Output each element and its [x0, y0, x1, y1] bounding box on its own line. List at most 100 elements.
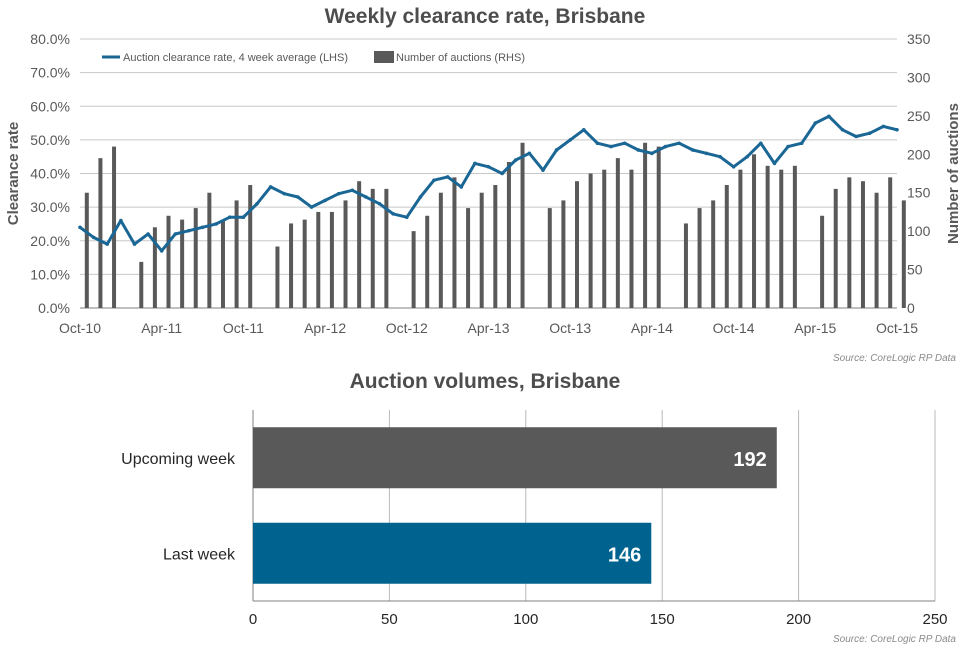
y-left-tick-label: 50.0% — [30, 132, 70, 148]
clearance-rate-point — [296, 195, 300, 199]
x-tick-label: Apr-12 — [304, 320, 346, 336]
auction-count-bar — [466, 208, 471, 308]
value-label: 146 — [608, 544, 641, 566]
auction-count-bar — [833, 188, 838, 308]
x-tick-label: Apr-11 — [141, 320, 182, 336]
auction-count-bar — [656, 146, 661, 308]
x-tick-label: Oct-13 — [549, 320, 591, 336]
clearance-rate-point — [595, 141, 600, 146]
x-tick-label: Apr-13 — [467, 320, 509, 336]
auction-count-bar — [479, 192, 484, 308]
x-tick-label: Apr-15 — [794, 320, 836, 336]
clearance-rate-point — [241, 215, 246, 220]
clearance-rate-point — [636, 148, 641, 152]
auction-count-bar — [248, 185, 253, 308]
source-note-clearance: Source: CoreLogic RP Data — [832, 353, 956, 364]
auction-count-bar — [506, 161, 511, 308]
auction-count-bar — [425, 215, 430, 308]
volume-bar — [253, 522, 652, 584]
auction-count-bar — [615, 158, 620, 308]
clearance-rate-point — [854, 134, 858, 139]
auction-count-bar — [438, 192, 443, 308]
x-tick-label: Oct-15 — [876, 320, 918, 336]
clearance-rate-point — [568, 138, 572, 142]
auction-count-bar — [602, 169, 607, 308]
x-tick-label: 50 — [381, 611, 398, 628]
chart-title-volumes: Auction volumes, Brisbane — [349, 370, 621, 393]
x-tick-label: Apr-14 — [631, 320, 673, 336]
clearance-rate-point — [78, 225, 82, 230]
y-right-tick-label: 0 — [907, 300, 915, 316]
clearance-rate-point — [159, 249, 164, 253]
clearance-rate-point — [663, 144, 668, 149]
y-right-tick-label: 250 — [907, 108, 931, 124]
clearance-rate-line — [79, 114, 898, 253]
clearance-rate-point — [867, 131, 872, 135]
x-tick-label: Oct-11 — [223, 320, 264, 336]
clearance-rate-point — [582, 127, 586, 132]
auction-count-bar — [561, 200, 566, 308]
clearance-rate-point — [268, 185, 273, 189]
clearance-rate-point — [364, 195, 368, 199]
clearance-rate-point — [391, 212, 395, 216]
legend-label-clearance: Auction clearance rate, 4 week average (… — [123, 52, 348, 64]
clearance-rate-point — [895, 127, 899, 132]
auction-count-bar — [357, 181, 362, 308]
auction-count-bar — [779, 169, 784, 308]
auction-count-bar — [343, 200, 348, 308]
auction-count-bar — [847, 177, 852, 308]
auction-count-bar — [220, 219, 225, 308]
y-right-tick-label: 200 — [907, 146, 931, 162]
x-tick-label: 150 — [650, 611, 675, 628]
auction-count-bar — [370, 188, 375, 308]
clearance-rate-point — [187, 228, 191, 233]
x-tick-label: 200 — [786, 611, 811, 628]
volume-bar — [253, 427, 777, 489]
auction-count-bar — [193, 208, 198, 308]
clearance-rate-point — [799, 141, 804, 146]
auction-count-bar — [683, 223, 688, 308]
auction-count-bar — [752, 154, 757, 308]
clearance-rate-point — [432, 178, 436, 183]
x-tick-label: 100 — [513, 611, 538, 628]
clearance-rate-point — [881, 124, 886, 129]
clearance-rate-point — [622, 141, 627, 146]
clearance-rate-point — [214, 222, 218, 226]
auction-count-bar — [765, 165, 770, 308]
clearance-rate-point — [418, 195, 423, 199]
auction-count-bar — [152, 227, 157, 308]
auction-count-bar — [329, 211, 334, 308]
clearance-rate-point — [91, 235, 96, 240]
y-left-axis-title: Clearance rate — [5, 122, 22, 225]
clearance-rate-point — [554, 148, 559, 152]
auction-count-bar — [493, 185, 498, 308]
source-note-volumes: Source: CoreLogic RP Data — [832, 634, 956, 645]
y-left-tick-label: 0.0% — [38, 300, 70, 316]
x-tick-label: Oct-14 — [713, 320, 755, 336]
auction-count-bar — [697, 208, 702, 308]
clearance-rate-point — [282, 191, 287, 196]
auction-count-bar — [888, 177, 893, 308]
category-label: Upcoming week — [121, 451, 236, 468]
y-right-tick-label: 350 — [907, 31, 931, 47]
auction-count-bar — [316, 211, 321, 308]
auction-count-bar — [629, 169, 634, 308]
clearance-rate-point — [513, 158, 518, 162]
clearance-rate-point — [227, 215, 232, 220]
clearance-rate-point — [405, 215, 409, 220]
clearance-rate-point — [731, 164, 736, 169]
y-right-tick-label: 100 — [907, 223, 931, 239]
auction-count-bar — [411, 231, 416, 308]
clearance-rate-point — [786, 144, 790, 149]
clearance-rate-point — [677, 141, 681, 146]
auction-count-bar — [112, 146, 117, 308]
clearance-rate-point — [377, 201, 382, 206]
x-tick-label: 250 — [922, 611, 947, 628]
auction-count-bar — [98, 158, 103, 308]
y-left-tick-label: 10.0% — [30, 266, 70, 282]
category-label: Last week — [163, 546, 236, 563]
auction-count-bar — [207, 192, 212, 308]
clearance-rate-point — [813, 121, 818, 125]
auction-count-bar — [547, 208, 552, 308]
clearance-rate-point — [173, 232, 178, 236]
